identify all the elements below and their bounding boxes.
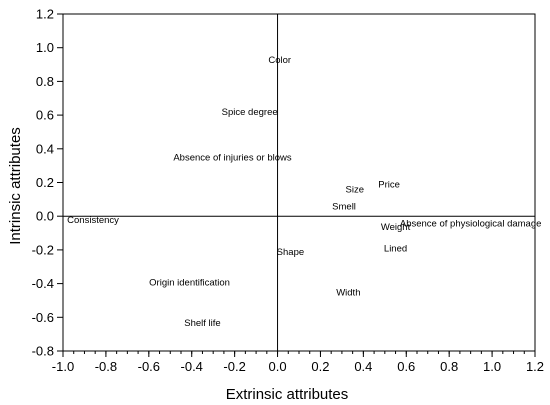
y-tick-label: 0.2 [36, 175, 54, 190]
data-point-label: Weight [381, 222, 411, 233]
x-tick-label: 0.2 [311, 359, 329, 374]
y-tick-label: -0.6 [32, 310, 54, 325]
x-tick-label: 0.8 [440, 359, 458, 374]
data-point-label: Width [336, 288, 360, 299]
point-labels: Color Spice degree Absence of injuries or … [67, 55, 541, 329]
data-point-label: Shape [277, 247, 304, 258]
y-tick-label: 0.6 [36, 108, 54, 123]
y-tick-label: -0.8 [32, 344, 54, 359]
y-axis-title: Intrinsic attributes [7, 127, 24, 245]
data-point-label: Smell [332, 202, 356, 213]
y-tick-label: 1.2 [36, 7, 54, 22]
x-tick-label: 1.0 [483, 359, 501, 374]
y-tick-label: -0.4 [32, 276, 54, 291]
x-tick-label: -0.8 [95, 359, 117, 374]
data-point-label: Lined [384, 244, 407, 255]
data-point-label: Size [346, 185, 364, 196]
y-tick-label: 1.0 [36, 40, 54, 55]
y-tick-label: -0.2 [32, 242, 54, 257]
x-axis-title: Extrinsic attributes [226, 386, 349, 403]
x-tick-label: 1.2 [526, 359, 544, 374]
plot-frame [62, 13, 536, 352]
data-point-label: Spice degree [222, 107, 278, 118]
data-point-label: Color [268, 55, 291, 66]
data-point-label: Consistency [67, 215, 119, 226]
x-tick-label: -0.2 [223, 359, 245, 374]
x-tick-label: -0.4 [181, 359, 203, 374]
y-tick-label: 0.4 [36, 141, 54, 156]
x-tick-label: 0.4 [354, 359, 372, 374]
y-tick-label: 0.8 [36, 74, 54, 89]
data-point-label: Shelf life [184, 318, 220, 329]
axis-ticks: -1.0 -0.8 -0.6 -0.4 -0.2 0.0 0.2 0.4 0.6 0.8 1.0 1.… [32, 7, 544, 375]
data-point-label: Absence of physiological damage [400, 218, 542, 229]
zero-reference-lines [63, 14, 535, 351]
x-tick-label: -0.6 [138, 359, 160, 374]
data-point-label: Price [378, 180, 400, 191]
x-tick-label: 0.0 [269, 359, 287, 374]
x-tick-label: -1.0 [52, 359, 74, 374]
y-tick-label: 0.0 [36, 209, 54, 224]
data-point-label: Absence of injuries or blows [173, 153, 292, 164]
data-point-label: Origin identification [149, 277, 230, 288]
x-tick-label: 0.6 [397, 359, 415, 374]
